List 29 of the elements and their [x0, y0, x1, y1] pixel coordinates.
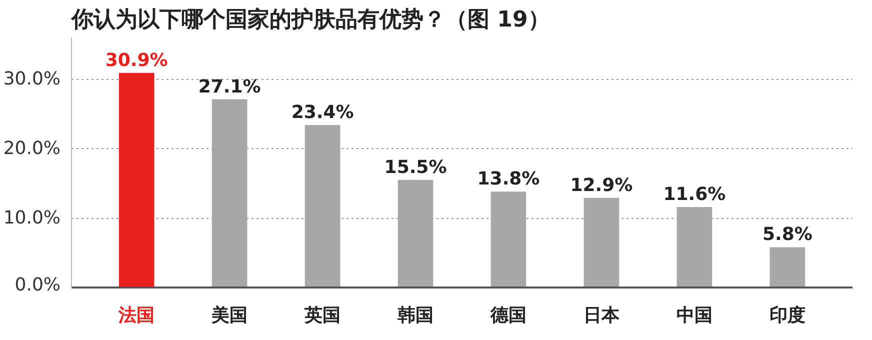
bar: [212, 99, 248, 288]
bar: [676, 206, 712, 288]
data-label: 30.9%: [105, 50, 168, 71]
x-tick-label: 法国: [118, 305, 155, 326]
x-tick-label: 英国: [304, 305, 341, 326]
bar: [118, 72, 154, 288]
bar: [398, 180, 434, 288]
x-tick-label: 印度: [769, 305, 806, 326]
bar: [770, 247, 806, 288]
bar: [304, 125, 340, 288]
y-tick-label: 10.0%: [3, 208, 61, 229]
data-label: 11.6%: [663, 184, 726, 205]
x-tick-label: 韩国: [396, 305, 434, 326]
chart-title: 你认为以下哪个国家的护肤品有优势？（图 19）: [70, 6, 550, 32]
y-tick-label: 20.0%: [3, 138, 61, 160]
y-tick-label: 30.0%: [3, 68, 61, 90]
x-tick-label: 中国: [676, 305, 712, 326]
data-label: 27.1%: [198, 76, 261, 98]
bar: [584, 198, 620, 288]
y-tick-label: 0.0%: [14, 274, 61, 296]
x-tick-label: 德国: [489, 305, 526, 326]
data-label: 15.5%: [384, 156, 447, 178]
x-tick-label: 日本: [583, 305, 620, 326]
data-label: 12.9%: [570, 174, 633, 196]
data-label: 5.8%: [762, 224, 812, 246]
data-label: 23.4%: [291, 102, 354, 123]
x-tick-label: 美国: [210, 305, 248, 326]
data-label: 13.8%: [477, 168, 540, 190]
bar: [490, 192, 526, 288]
